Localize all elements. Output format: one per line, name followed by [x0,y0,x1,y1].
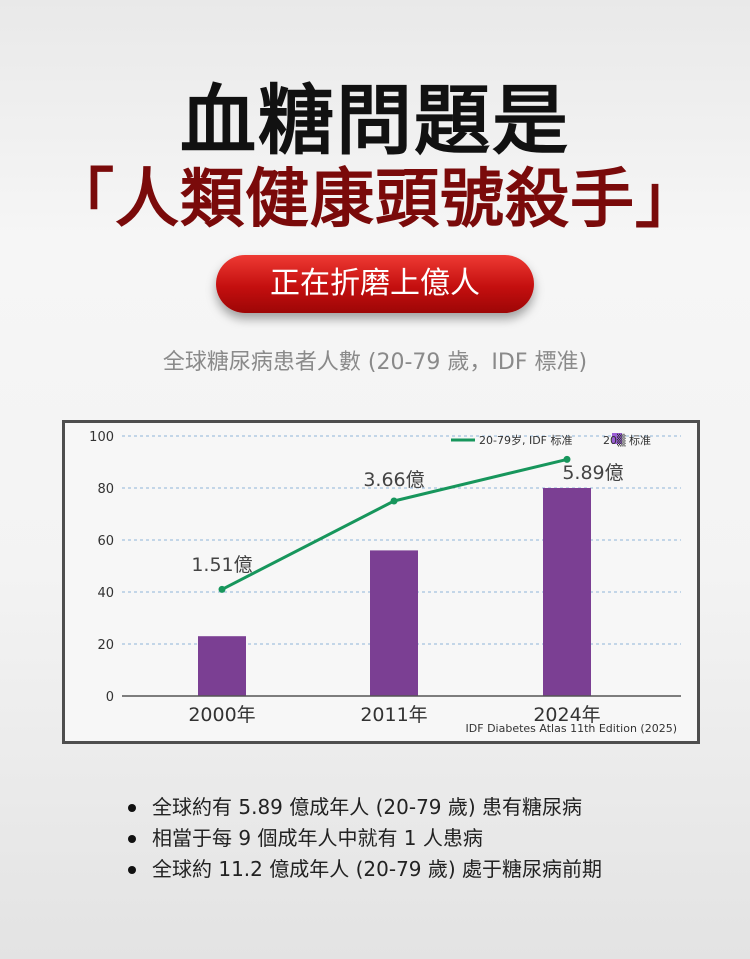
legend-line-label: 20-79岁, IDF 标准 [479,433,573,447]
y-tick-label: 80 [97,482,114,497]
bullet-item: 全球約有 5.89 億成年人 (20-79 歲) 患有糖尿病 [128,792,602,823]
bullet-dot [128,835,136,843]
y-tick-label: 20 [97,638,114,653]
legend-bar-label: 20▒ 标准 [603,433,651,447]
x-tick-label: 2024年 [533,704,600,726]
chart-subtitle: 全球糖尿病患者人數 (20-79 歲，IDF 標准) [162,350,588,375]
data-label: 1.51億 [191,554,252,576]
data-label: 5.89億 [562,462,623,484]
y-tick-label: 40 [97,586,114,601]
y-tick-label: 60 [97,534,114,549]
headline-pill: 正在折磨上億人 [216,255,534,313]
bullet-dot [128,804,136,812]
bullet-item: 全球約 11.2 億成年人 (20-79 歲) 處于糖尿病前期 [128,854,602,885]
bar [198,636,246,696]
chart-frame: 0 20 40 60 80 100 2000年 2011年 2024年 1.51億 3.66億 5.8… [62,420,700,744]
line-point [218,585,226,593]
bullet-text: 全球約 11.2 億成年人 (20-79 歲) 處于糖尿病前期 [152,857,603,881]
chart-source: IDF Diabetes Atlas 11th Edition (2025) [466,722,677,735]
bullet-dot [128,866,136,874]
data-label: 3.66億 [363,469,424,491]
bullet-text: 全球約有 5.89 億成年人 (20-79 歲) 患有糖尿病 [152,795,583,819]
bullet-list: 全球約有 5.89 億成年人 (20-79 歲) 患有糖尿病 相當于每 9 個成… [128,792,602,885]
y-tick-label: 100 [89,430,114,445]
bar [543,488,591,696]
chart-svg: 0 20 40 60 80 100 2000年 2011年 2024年 1.51億 3.66億 5.8… [89,430,681,735]
y-tick-label: 0 [106,690,114,705]
x-tick-label: 2011年 [360,704,427,726]
headline-line1: 血糖問題是 [180,76,570,165]
bullet-text: 相當于每 9 個成年人中就有 1 人患病 [152,826,483,850]
line-point [390,497,398,505]
headline-line2: 「人類健康頭號殺手」 [50,162,700,237]
bullet-item: 相當于每 9 個成年人中就有 1 人患病 [128,823,602,854]
x-tick-label: 2000年 [188,704,255,726]
bar [370,550,418,696]
line-point [563,455,571,463]
legend-bar-swatch [612,433,622,444]
